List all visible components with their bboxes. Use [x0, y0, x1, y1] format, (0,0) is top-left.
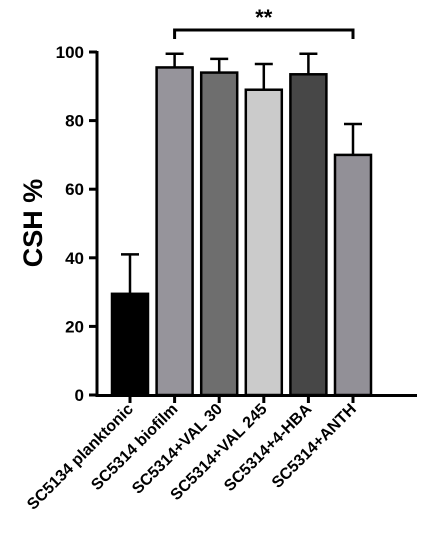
- bar: [155, 66, 194, 397]
- y-axis-label: CSH %: [18, 179, 48, 268]
- y-tick-label: 0: [75, 386, 84, 405]
- bar: [333, 153, 373, 397]
- error-bars-group: [121, 52, 362, 294]
- y-ticks-group: 0 20 40 60 80 100: [56, 43, 97, 405]
- significance-label: **: [255, 5, 273, 30]
- bar: [199, 71, 239, 397]
- significance-bracket-line: [173, 28, 355, 39]
- bar: [110, 292, 150, 397]
- y-tick-label: 60: [65, 180, 84, 199]
- y-tick-label: 100: [56, 43, 84, 62]
- x-tick-label: SC5314+ANTH: [269, 401, 360, 492]
- y-tick-label: 20: [65, 317, 84, 336]
- significance-bracket: **: [173, 5, 355, 39]
- bars-group: [110, 66, 373, 397]
- bar: [244, 88, 284, 397]
- bar: [289, 73, 328, 397]
- y-tick-label: 40: [65, 249, 84, 268]
- y-tick-label: 80: [65, 112, 84, 131]
